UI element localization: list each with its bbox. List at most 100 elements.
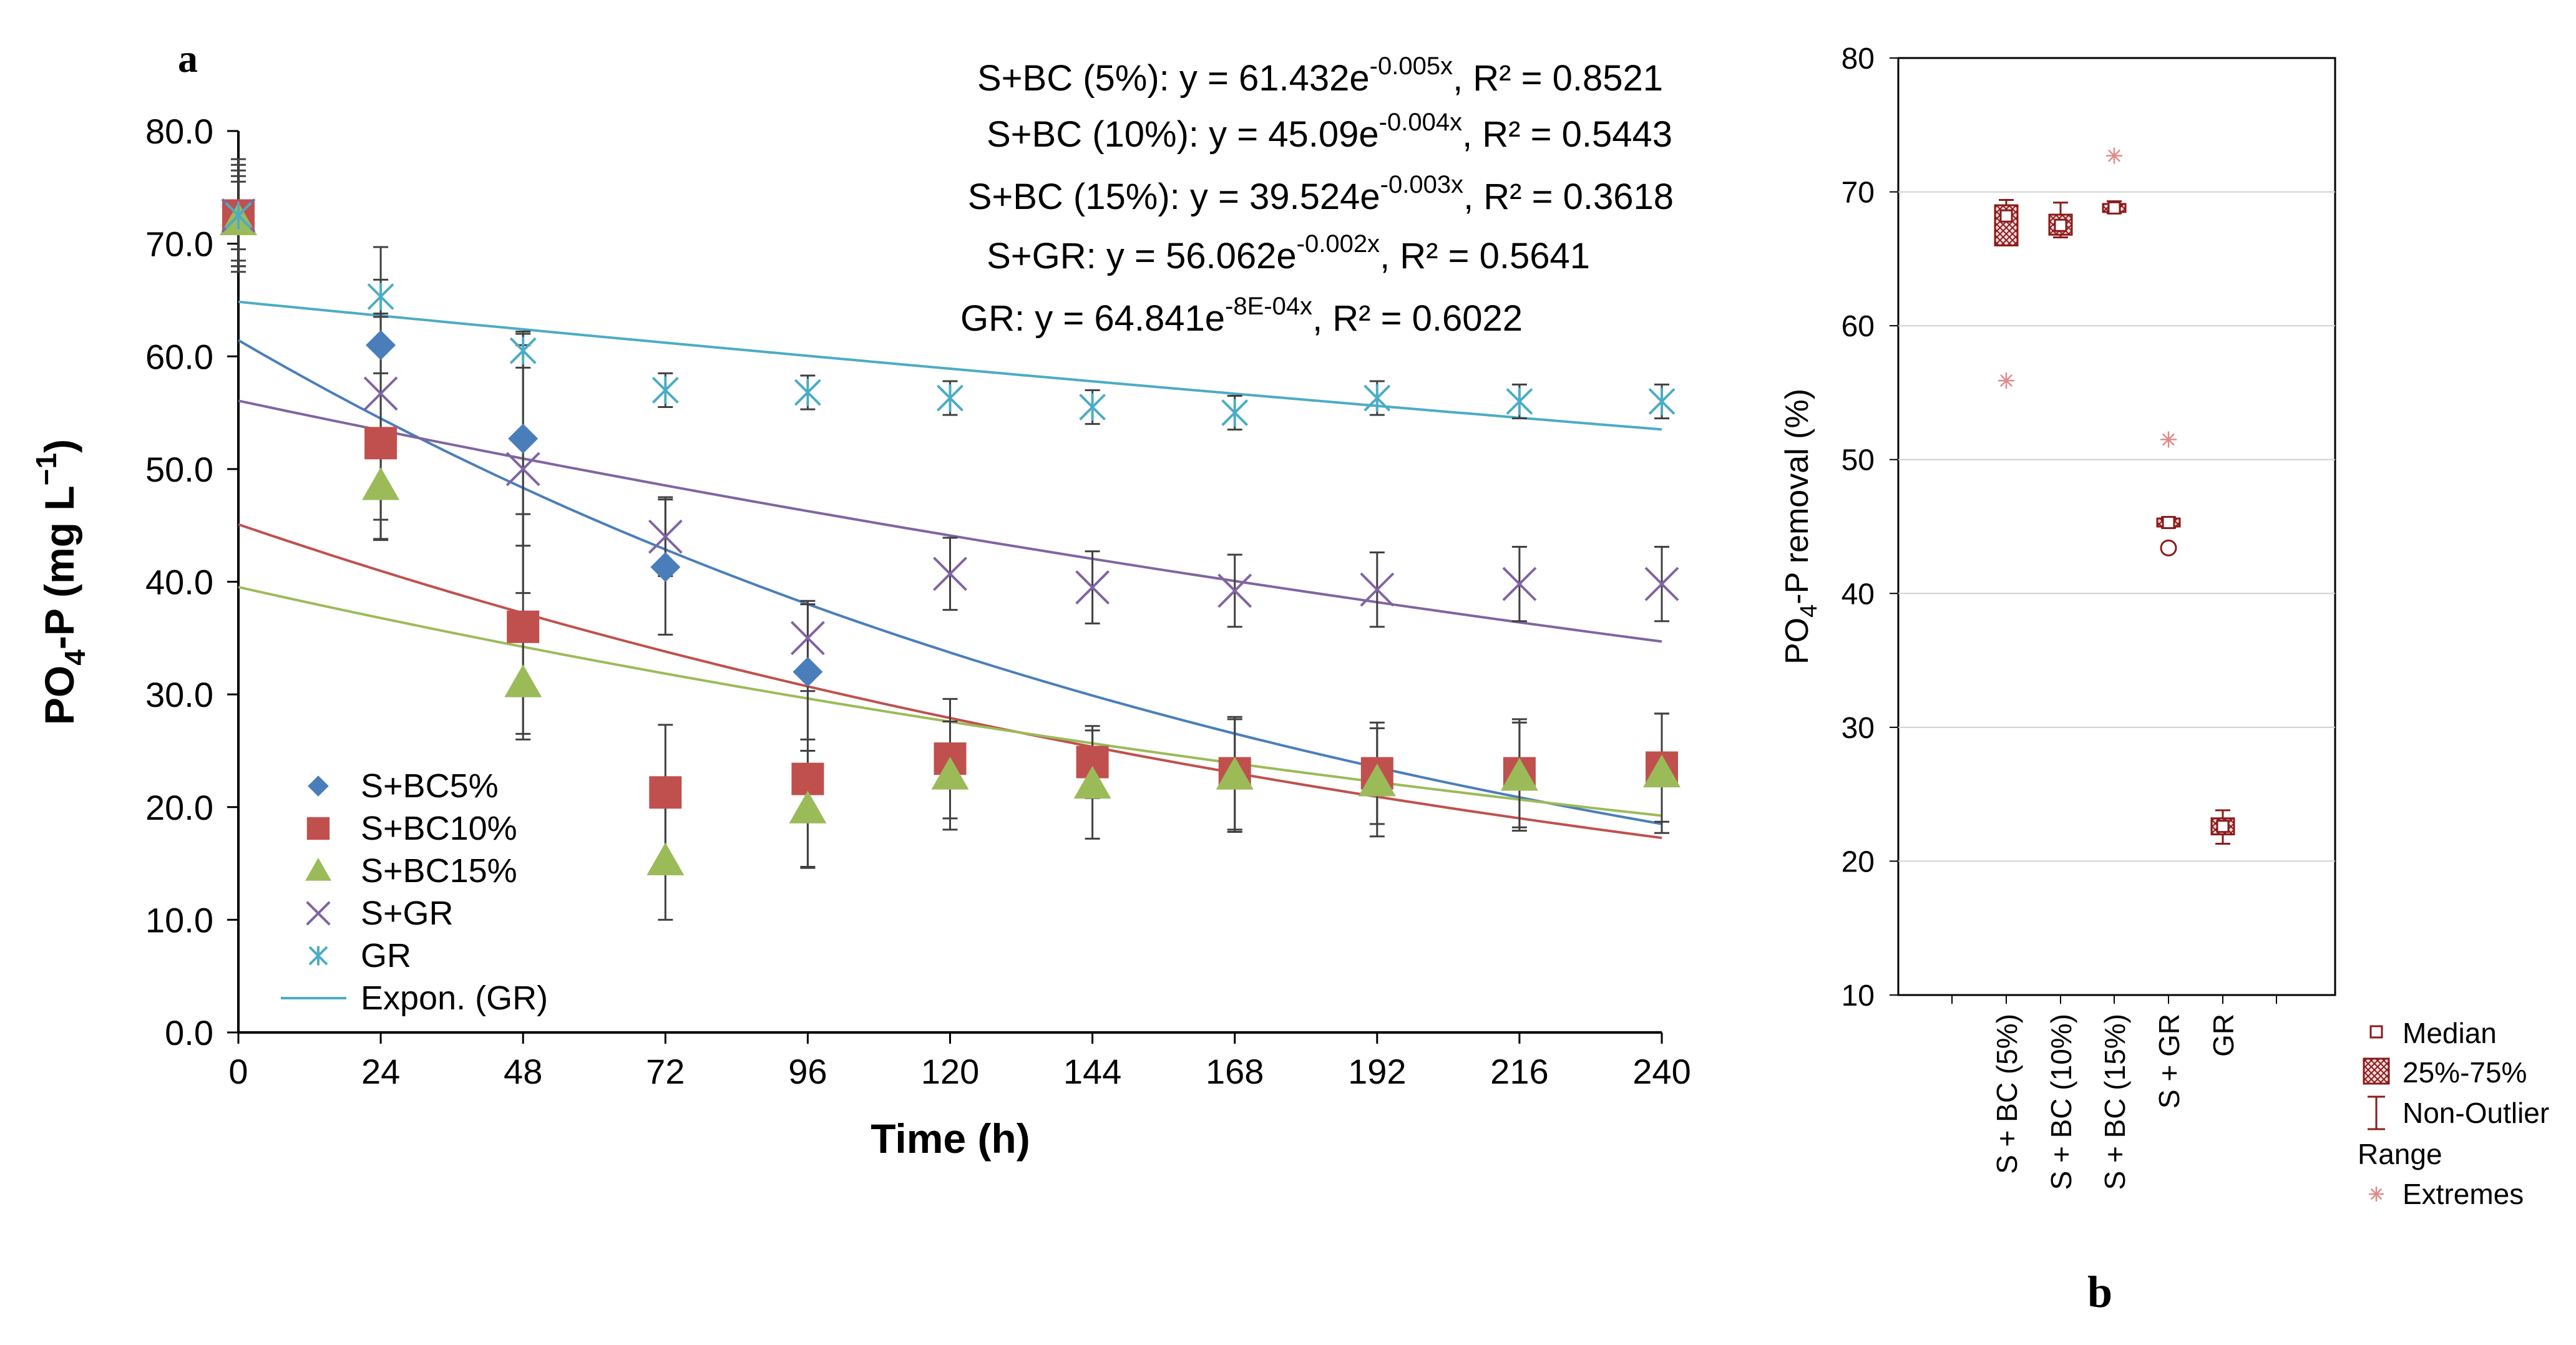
data-point-sbc5 [508,424,539,454]
chart-a-y-axis-label: PO4-P (mg L−1) [30,439,91,725]
chart-a-x-axis-label: Time (h) [871,1115,1030,1162]
legend-marker-gr [308,946,328,966]
panel-label-b: b [2087,1267,2112,1317]
data-point-gr [1506,387,1533,415]
box-outlier [2160,539,2177,556]
chart-a-x-tick-label: 168 [1206,1052,1264,1091]
chart-a-legend: S+BC5% S+BC10% S+BC15% S+GR GR Expon. (GR) [281,767,548,1017]
data-point-gr [1079,393,1106,421]
data-point-gr [651,376,679,404]
legend-label: S+GR [361,895,454,932]
data-point-sgr [1502,566,1537,601]
data-point-sgr [790,621,825,656]
legend-label: S+BC5% [361,767,499,805]
chart-b-category-label: S + BC (5%) [1991,1014,2023,1174]
chart-a-x-tick-label: 240 [1632,1052,1690,1091]
data-point-sgr [505,452,540,487]
chart-a-y-tick-label: 20.0 [145,788,213,827]
data-point-sbc15 [1216,757,1254,790]
chart-b: 10 20 30 40 50 60 70 80 S + BC (5%) S + BC (10%)… [1779,42,2549,1317]
legend-label: 25%-75% [2403,1056,2527,1089]
box-median [2107,201,2121,215]
chart-a-x-tick-label: 72 [646,1052,685,1091]
trendline-s-gr [238,399,1662,643]
legend-label: S+BC10% [361,810,517,847]
chart-b-y-tick-label: 60 [1842,310,1875,343]
data-point-sgr [933,556,967,591]
panel-label-a: a [178,36,198,80]
chart-a-y-tick-label: 30.0 [145,675,213,714]
data-point-gr [509,337,537,365]
legend-label: Non-Outlier [2403,1097,2549,1129]
legend-marker-sbc10 [306,817,330,840]
chart-a-x-tick-label: 216 [1490,1052,1548,1091]
box-median [1999,209,2013,223]
chart-b-category-label: GR [2207,1014,2240,1057]
chart-a-x-tick-label: 0 [228,1052,248,1091]
chart-b-y-tick-label: 40 [1842,578,1875,611]
legend-box-symbol [2363,1057,2390,1085]
box-extreme [2106,147,2122,164]
data-point-sbc10 [791,762,824,795]
legend-label: GR [361,937,411,974]
trendline-equation: S+BC (15%): y = 39.524e-0.003x, R² = 0.3… [968,171,1674,217]
chart-a-equations: S+BC (5%): y = 61.432e-0.005x, R² = 0.85… [960,52,1674,339]
legend-label: Median [2403,1017,2497,1049]
trendline-equation: GR: y = 64.841e-8E-04x, R² = 0.6022 [960,293,1523,339]
data-point-sgr [1217,573,1252,608]
box-extreme [2160,431,2177,448]
data-point-sbc5 [366,330,396,361]
box-median [2216,820,2230,833]
chart-b-category-label: S + BC (10%) [2045,1014,2077,1190]
chart-b-y-tick-label: 20 [1842,845,1875,878]
data-point-gr [225,202,252,230]
legend-label: Expon. (GR) [361,979,548,1017]
box-median [2054,218,2067,232]
data-point-sbc10 [649,776,682,809]
legend-label: Range [2358,1138,2442,1170]
data-point-sbc15 [504,664,542,697]
chart-b-y-axis-label: PO4-P removal (%) [1779,389,1822,664]
box-median [2162,516,2175,530]
chart-a-y-tick-label: 60.0 [145,337,213,376]
chart-b-y-tick-label: 80 [1842,42,1875,75]
chart-b-y-tick-label: 10 [1842,979,1875,1012]
legend-median-symbol [2369,1025,2383,1039]
chart-a-y-tick-label: 70.0 [145,225,213,264]
data-point-sbc15 [1500,757,1538,791]
legend-label: Extremes [2403,1178,2524,1210]
data-point-sgr [648,519,683,554]
data-point-sbc15 [931,757,969,790]
trendline-equation: S+GR: y = 56.062e-0.002x, R² = 0.5641 [987,230,1590,276]
data-point-gr [1648,387,1676,415]
trendline-gr [238,300,1662,431]
trendline-s-bc-5 [237,339,1662,825]
trendline-equation: S+BC (10%): y = 45.09e-0.004x, R² = 0.54… [987,109,1672,155]
chart-b-category-label: S + BC (15%) [2099,1014,2131,1190]
data-point-sgr [1075,570,1110,605]
chart-a-x-tick-label: 120 [921,1052,979,1091]
data-point-sbc15 [646,842,685,875]
data-point-sgr [1360,572,1395,607]
chart-b-y-tick-label: 70 [1842,177,1875,210]
legend-marker-sgr [306,901,331,926]
chart-b-plot-frame [1897,57,2336,996]
data-point-sbc15 [1073,765,1111,799]
chart-a-y-tick-label: 10.0 [145,900,213,940]
data-point-sbc15 [1643,754,1681,788]
data-point-sgr [363,376,398,411]
chart-a-y-tick-label: 50.0 [145,450,213,489]
trendline-equation: S+BC (5%): y = 61.432e-0.005x, R² = 0.85… [977,52,1663,99]
legend-range-symbol [2368,1095,2385,1130]
legend-marker-sbc5 [308,775,329,797]
chart-a-x-tick-label: 24 [361,1052,400,1091]
chart-a-x-tick-label: 96 [788,1052,827,1091]
chart-a-y-tick-label: 40.0 [145,563,213,602]
chart-a-x-tick-label: 192 [1348,1052,1406,1091]
data-point-sbc15 [1358,764,1396,797]
data-point-sbc5 [793,657,823,687]
data-point-gr [794,379,821,407]
chart-b-category-label: S + GR [2153,1014,2185,1109]
data-point-sbc15 [789,790,827,823]
